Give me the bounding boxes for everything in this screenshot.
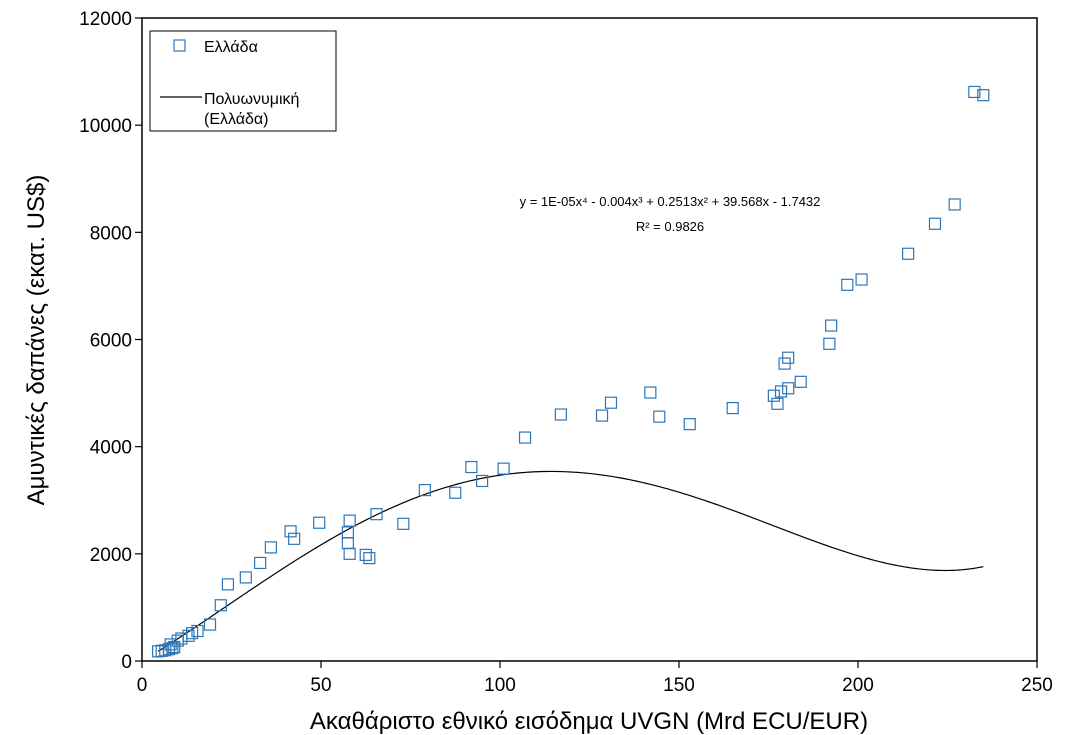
data-point <box>476 474 489 488</box>
data-point <box>497 462 510 475</box>
data-point <box>518 431 532 444</box>
data-point <box>191 624 204 638</box>
data-point <box>418 483 431 497</box>
legend-marker-square <box>173 39 186 52</box>
data-point <box>604 396 618 409</box>
data-point <box>221 578 235 591</box>
y-tick-label: 6000 <box>90 331 132 352</box>
data-point <box>968 85 981 99</box>
legend-label-polynomial: Πολυωνυμική <box>204 91 299 108</box>
legend-label-polynomial-country: (Ελλάδα) <box>204 111 269 128</box>
data-point <box>343 514 356 527</box>
data-point <box>254 556 267 570</box>
data-point <box>554 408 567 421</box>
data-point <box>794 375 807 388</box>
data-point <box>683 418 696 431</box>
data-point <box>449 486 462 499</box>
y-tick-label: 10000 <box>79 116 132 137</box>
data-point <box>948 198 961 211</box>
data-point <box>203 618 217 631</box>
data-point <box>726 401 739 415</box>
data-point <box>264 541 277 554</box>
data-point <box>343 547 356 560</box>
x-axis-title: Ακαθάριστο εθνικό εισόδημα UVGN (Mrd ECU… <box>310 708 868 735</box>
data-point <box>370 508 383 521</box>
y-tick-label: 8000 <box>90 223 132 244</box>
x-tick-label: 200 <box>842 675 874 696</box>
data-point <box>653 410 666 423</box>
data-point <box>823 337 836 350</box>
data-point <box>359 548 372 562</box>
x-tick-label: 0 <box>137 675 148 696</box>
data-point <box>782 351 795 364</box>
data-point <box>182 629 195 642</box>
data-point <box>239 571 252 584</box>
x-tick-label: 100 <box>484 675 516 696</box>
data-point <box>977 89 990 102</box>
data-point <box>644 386 657 399</box>
data-point <box>855 273 868 286</box>
data-point <box>841 278 854 291</box>
data-point <box>774 385 788 398</box>
data-point <box>214 599 227 612</box>
r-squared-label: R² = 0.9826 <box>636 219 704 234</box>
x-tick-label: 250 <box>1021 675 1053 696</box>
y-tick-label: 0 <box>121 652 132 673</box>
trendline-equation: y = 1E-05x⁴ - 0.004x³ + 0.2513x² + 39.56… <box>520 194 821 209</box>
data-point <box>288 532 301 545</box>
data-point <box>928 217 942 230</box>
data-points-greece <box>152 85 990 658</box>
data-point <box>771 397 784 410</box>
data-point <box>284 525 297 538</box>
y-tick-label: 12000 <box>79 9 132 30</box>
data-point <box>168 640 181 654</box>
data-point <box>825 319 838 332</box>
polynomial-trendline <box>157 470 984 652</box>
data-point <box>363 552 376 565</box>
data-point <box>465 460 478 474</box>
legend-label-greece: Ελλάδα <box>204 39 258 56</box>
data-point <box>397 517 410 530</box>
y-axis-title: Αμυντικές δαπάνες (εκατ. US$) <box>23 175 50 506</box>
y-axis: 0 2000 4000 6000 8000 10000 12000 <box>79 9 142 673</box>
data-point <box>782 382 795 395</box>
y-tick-label: 4000 <box>90 438 132 459</box>
data-point <box>595 409 609 422</box>
x-tick-label: 150 <box>663 675 695 696</box>
x-tick-label: 50 <box>310 675 331 696</box>
y-tick-label: 2000 <box>90 545 132 566</box>
x-axis: 0 50 100 150 200 250 <box>137 661 1053 696</box>
data-point <box>902 247 915 260</box>
legend: Ελλάδα Πολυωνυμική (Ελλάδα) <box>149 30 337 132</box>
data-point <box>767 389 780 402</box>
data-point <box>313 516 326 529</box>
